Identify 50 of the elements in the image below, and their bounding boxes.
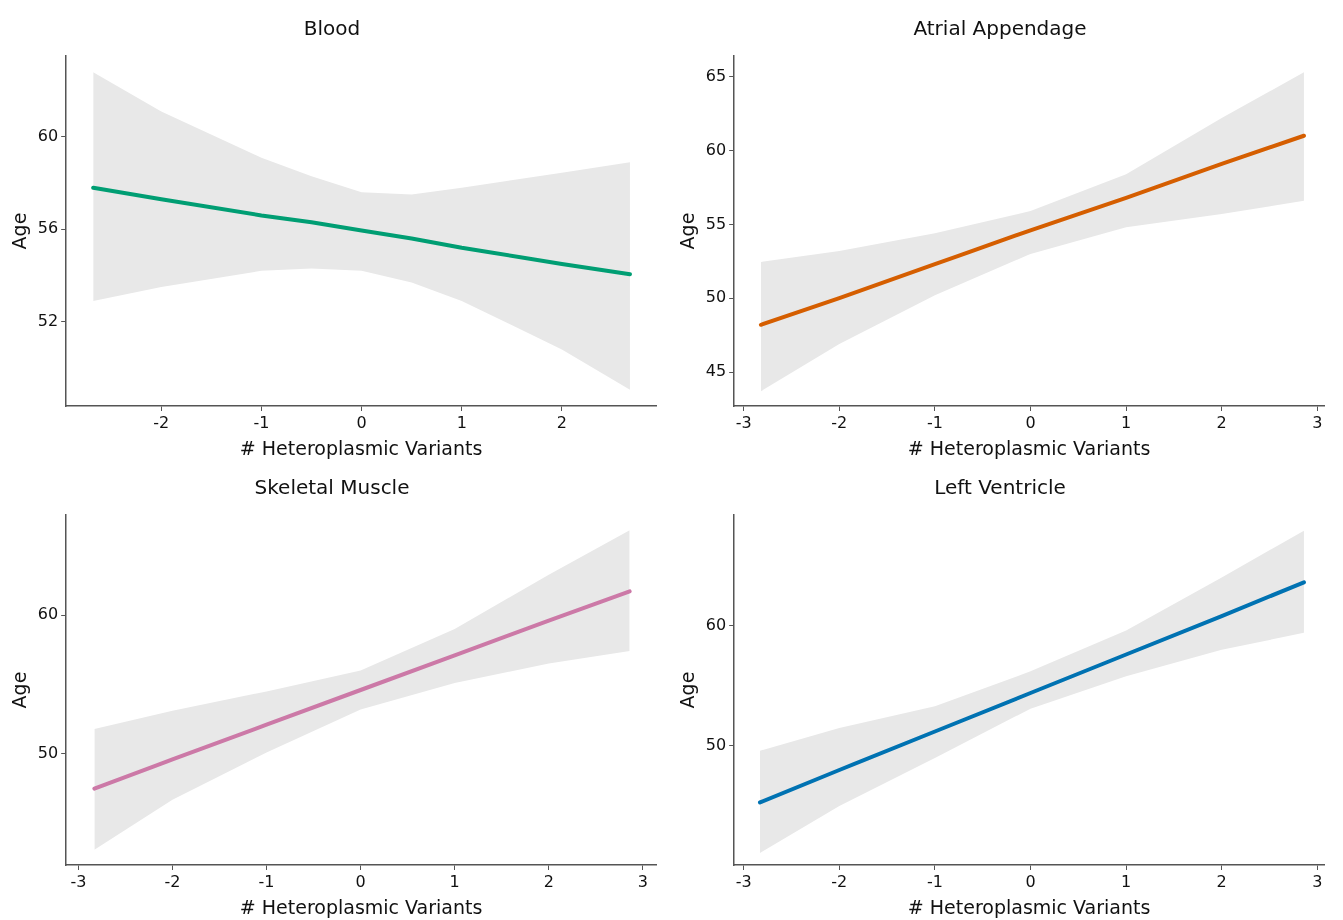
x-tick-label: -2 <box>831 871 848 891</box>
y-tick-label: 45 <box>705 361 727 381</box>
x-tick-label: -1 <box>926 871 943 891</box>
x-tick-label: -3 <box>70 871 87 891</box>
y-tick-label: 52 <box>37 310 59 330</box>
x-tick-label: 2 <box>543 871 554 891</box>
y-axis-title: Age <box>676 212 699 250</box>
y-tick-label: 60 <box>37 126 59 146</box>
y-tick-label: 50 <box>705 287 727 307</box>
x-tick-label: 0 <box>355 871 366 891</box>
x-tick-label: -2 <box>831 412 848 432</box>
chart-title: Skeletal Muscle <box>254 475 410 500</box>
x-axis-title: # Heteroplasmic Variants <box>239 895 483 918</box>
x-tick-label: 1 <box>449 871 460 891</box>
x-tick-label: 1 <box>1121 412 1132 432</box>
y-tick-label: 65 <box>705 65 727 85</box>
x-axis-title: # Heteroplasmic Variants <box>907 436 1151 459</box>
y-tick-label: 56 <box>37 218 59 238</box>
x-tick-label: -1 <box>258 871 275 891</box>
x-axis-title: # Heteroplasmic Variants <box>239 436 483 459</box>
x-tick-label: -3 <box>735 412 752 432</box>
x-tick-label: -1 <box>253 412 270 432</box>
y-axis-title: Age <box>8 212 31 250</box>
x-tick-label: 3 <box>1312 871 1323 891</box>
x-tick-label: -2 <box>153 412 170 432</box>
x-tick-label: 2 <box>556 412 567 432</box>
x-tick-label: -2 <box>164 871 181 891</box>
chart-title: Atrial Appendage <box>913 16 1087 41</box>
x-tick-label: 0 <box>356 412 367 432</box>
x-tick-label: 3 <box>637 871 648 891</box>
chart-title: Left Ventricle <box>934 475 1066 500</box>
chart-title: Blood <box>303 16 361 41</box>
x-tick-label: 0 <box>1025 412 1036 432</box>
x-tick-label: 2 <box>1216 412 1227 432</box>
x-tick-label: 1 <box>456 412 467 432</box>
x-tick-label: 2 <box>1216 871 1227 891</box>
y-tick-label: 50 <box>705 735 727 755</box>
y-tick-label: 60 <box>705 614 727 634</box>
y-axis-title: Age <box>676 671 699 709</box>
y-axis-title: Age <box>8 671 31 709</box>
x-tick-label: -1 <box>926 412 943 432</box>
x-axis-title: # Heteroplasmic Variants <box>907 895 1151 918</box>
x-tick-label: 3 <box>1312 412 1323 432</box>
y-tick-label: 60 <box>705 139 727 159</box>
x-tick-label: -3 <box>735 871 752 891</box>
y-tick-label: 55 <box>705 213 727 233</box>
x-tick-label: 1 <box>1121 871 1132 891</box>
y-tick-label: 50 <box>37 743 59 763</box>
x-tick-label: 0 <box>1025 871 1036 891</box>
y-tick-label: 60 <box>37 604 59 624</box>
